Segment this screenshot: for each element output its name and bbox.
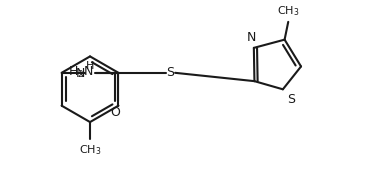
Text: CH$_3$: CH$_3$ — [79, 143, 101, 157]
Text: N: N — [247, 31, 256, 44]
Text: H: H — [86, 61, 94, 71]
Text: S: S — [167, 66, 175, 79]
Text: CH$_3$: CH$_3$ — [277, 4, 299, 18]
Text: H$_2$N: H$_2$N — [68, 65, 93, 80]
Text: N: N — [76, 67, 85, 80]
Text: O: O — [110, 106, 120, 119]
Text: S: S — [287, 93, 295, 106]
